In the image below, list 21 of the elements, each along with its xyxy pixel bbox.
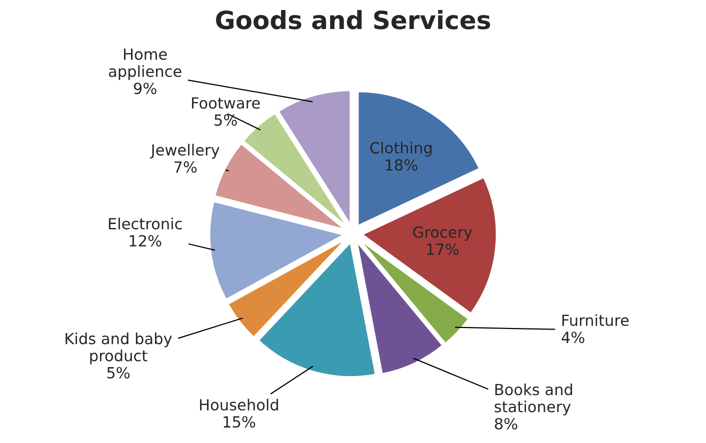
data-label: 7% bbox=[174, 161, 197, 173]
data-label: 12% bbox=[130, 235, 162, 247]
slice-label: Books and stationery bbox=[494, 383, 572, 416]
data-label: 8% bbox=[494, 418, 518, 430]
data-label: 5% bbox=[214, 114, 237, 126]
data-label: 17% bbox=[427, 243, 459, 256]
data-label: 15% bbox=[224, 416, 256, 428]
slice-label: Footware bbox=[192, 97, 260, 109]
slice-label: Home applience bbox=[108, 48, 182, 80]
data-label: 5% bbox=[107, 366, 130, 379]
data-label: 18% bbox=[386, 159, 418, 171]
slice-label: Household bbox=[200, 398, 278, 411]
data-label: 4% bbox=[562, 332, 584, 344]
slice-label: Kids and baby product bbox=[66, 332, 172, 364]
data-label: 9% bbox=[134, 82, 156, 94]
slice-label: Grocery bbox=[413, 226, 472, 241]
chart-title: Goods and Services bbox=[216, 10, 490, 30]
slice-label: Furniture bbox=[562, 314, 629, 326]
slice-label: Electronic bbox=[108, 218, 182, 230]
slice-label: Jewellery bbox=[150, 144, 220, 159]
slice-label: Clothing bbox=[370, 142, 432, 157]
